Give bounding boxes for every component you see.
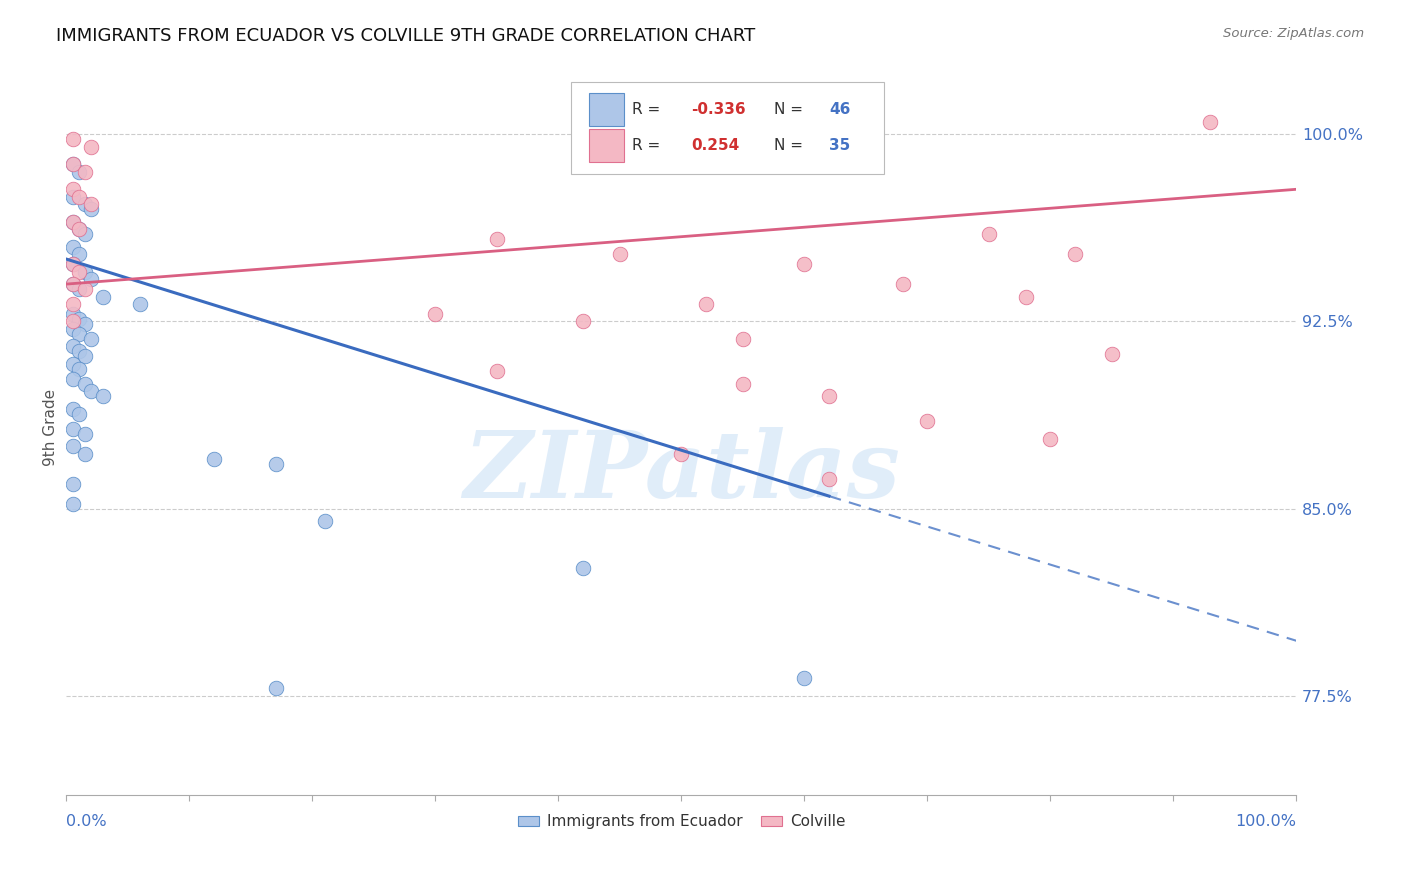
Point (1199, 115, 1222, 129)
Point (572, 314, 595, 328)
Point (62, 372, 84, 386)
Point (67, 326, 90, 341)
Point (62, 215, 84, 229)
Point (202, 451, 225, 466)
Point (572, 561, 595, 575)
Point (1015, 289, 1038, 303)
Point (73, 350, 96, 364)
Point (891, 277, 914, 291)
FancyBboxPatch shape (589, 129, 624, 162)
Point (80, 272, 103, 286)
Point (671, 447, 693, 461)
Point (73, 317, 96, 331)
Point (485, 232, 508, 246)
Point (977, 227, 1000, 242)
Point (67, 222, 90, 236)
Legend: Immigrants from Ecuador, Colville: Immigrants from Ecuador, Colville (512, 808, 851, 836)
Point (609, 247, 631, 261)
Point (67, 312, 90, 326)
Point (62, 422, 84, 436)
Point (1064, 247, 1087, 261)
Text: R =: R = (633, 138, 671, 153)
Point (80, 332, 103, 346)
Point (67, 344, 90, 359)
Point (62, 182, 84, 196)
Point (62, 401, 84, 416)
Text: R =: R = (633, 103, 665, 117)
Point (1101, 347, 1123, 361)
Point (917, 414, 939, 428)
Point (67, 407, 90, 421)
Text: 35: 35 (830, 138, 851, 153)
Text: IMMIGRANTS FROM ECUADOR VS COLVILLE 9TH GRADE CORRELATION CHART: IMMIGRANTS FROM ECUADOR VS COLVILLE 9TH … (56, 27, 755, 45)
Point (93, 289, 115, 303)
Point (67, 165, 90, 179)
Text: N =: N = (773, 138, 807, 153)
Point (62, 257, 84, 271)
Point (62, 240, 84, 254)
Point (1039, 432, 1062, 446)
Point (67, 247, 90, 261)
Point (62, 215, 84, 229)
Point (62, 307, 84, 321)
Point (67, 362, 90, 376)
Point (314, 514, 336, 528)
FancyBboxPatch shape (589, 93, 624, 126)
Point (73, 426, 96, 441)
Point (793, 671, 815, 685)
Point (62, 314, 84, 328)
Point (73, 376, 96, 391)
Point (264, 681, 287, 695)
Point (80, 140, 103, 154)
Point (73, 227, 96, 242)
Point (485, 364, 508, 378)
Point (73, 165, 96, 179)
Point (67, 264, 90, 278)
Point (129, 297, 152, 311)
Point (793, 257, 815, 271)
Point (731, 376, 754, 391)
Point (818, 472, 841, 486)
Point (73, 197, 96, 211)
Point (80, 202, 103, 217)
Point (425, 307, 447, 321)
Point (67, 282, 90, 296)
Point (62, 277, 84, 291)
Point (62, 476, 84, 491)
Point (73, 264, 96, 278)
Text: ZIPatlas: ZIPatlas (463, 426, 900, 516)
Point (695, 297, 717, 311)
Point (62, 157, 84, 171)
Point (62, 157, 84, 171)
Point (62, 497, 84, 511)
Point (73, 447, 96, 461)
Text: 46: 46 (830, 103, 851, 117)
Point (62, 132, 84, 146)
Point (73, 282, 96, 296)
Point (62, 357, 84, 371)
Text: 100.0%: 100.0% (1236, 814, 1296, 829)
Point (62, 257, 84, 271)
FancyBboxPatch shape (571, 82, 884, 174)
Point (264, 457, 287, 471)
Text: 0.254: 0.254 (692, 138, 740, 153)
Text: -0.336: -0.336 (692, 103, 745, 117)
Y-axis label: 9th Grade: 9th Grade (44, 389, 58, 466)
Point (62, 322, 84, 336)
Point (80, 197, 103, 211)
Point (62, 297, 84, 311)
Point (67, 222, 90, 236)
Point (62, 277, 84, 291)
Point (818, 389, 841, 403)
Point (62, 439, 84, 453)
Point (67, 190, 90, 204)
Point (93, 389, 115, 403)
Point (62, 190, 84, 204)
Text: Source: ZipAtlas.com: Source: ZipAtlas.com (1223, 27, 1364, 40)
Text: N =: N = (773, 103, 807, 117)
Point (731, 332, 754, 346)
Point (80, 384, 103, 399)
Text: 0.0%: 0.0% (66, 814, 107, 829)
Point (62, 339, 84, 353)
